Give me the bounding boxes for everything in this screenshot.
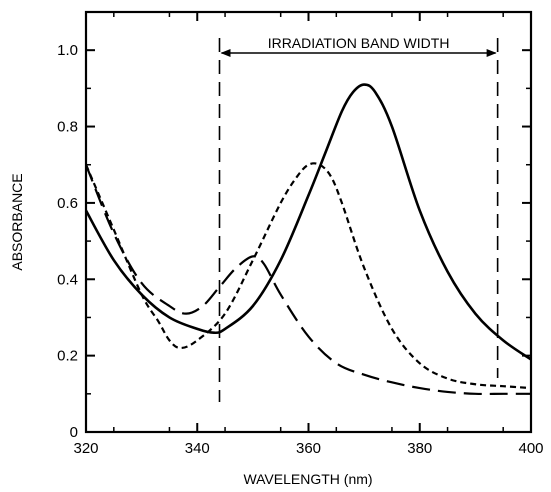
series-line-short-dash	[84, 162, 532, 390]
y-tick-label: 0.6	[57, 195, 78, 212]
series-line-long-dash	[84, 164, 531, 396]
y-tick-label: 0.8	[57, 119, 78, 136]
plot-frame	[84, 10, 533, 434]
band-arrow-left	[220, 49, 231, 57]
x-tick-label: 380	[407, 440, 432, 457]
y-tick-label: 0	[70, 424, 78, 441]
y-tick-label: 0.4	[57, 271, 78, 288]
series-line-solid	[84, 83, 532, 361]
tick-marks	[85, 11, 532, 433]
x-tick-label: 360	[296, 440, 321, 457]
y-tick-label: 1.0	[57, 42, 78, 59]
band-label: IRRADIATION BAND WIDTH	[268, 35, 450, 51]
x-axis-label: WAVELENGTH (nm)	[243, 471, 372, 487]
y-axis-label: ABSORBANCE	[9, 173, 25, 270]
y-tick-label: 0.2	[57, 348, 78, 365]
irradiation-band-annotation: IRRADIATION BAND WIDTH	[218, 35, 499, 402]
spectra-series	[84, 83, 532, 396]
tick-labels: 320 340 360 380 400 0 0.2 0.4 0.6 0.8 1.0	[57, 42, 543, 457]
x-tick-label: 320	[73, 440, 98, 457]
x-tick-label: 400	[518, 440, 543, 457]
band-arrow-right	[486, 49, 497, 57]
x-tick-label: 340	[185, 440, 210, 457]
